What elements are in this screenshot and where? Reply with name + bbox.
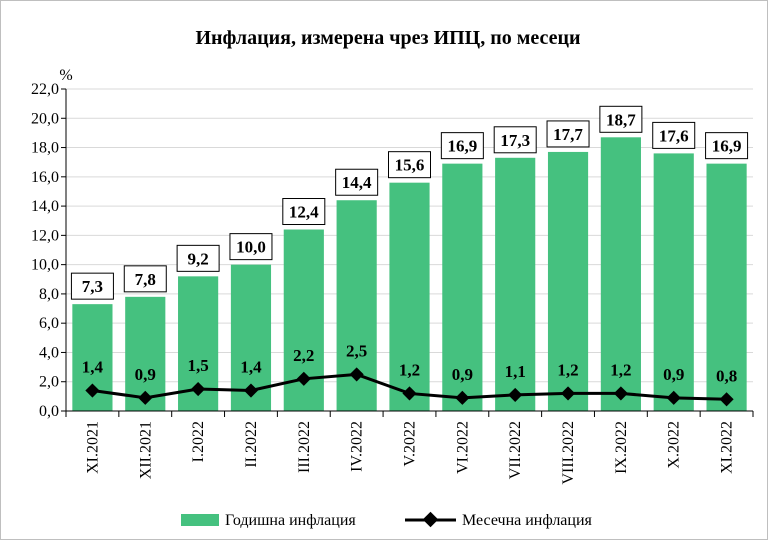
bar	[600, 137, 641, 412]
legend-line-label: Месечна инфлация	[462, 512, 593, 529]
line-point	[243, 383, 259, 398]
x-tick-label: III.2022	[296, 421, 313, 473]
line-data-labels: 1,4 0,9 1,5 1,4 2,2 2,5 1,2 0,9 1,1 1,2 1,2 0,9 0,8	[82, 341, 737, 385]
bar-label-box	[123, 265, 167, 293]
bar-label-box	[705, 132, 749, 160]
x-tick-label: VI.2022	[454, 421, 471, 474]
line-data-label: 1,5	[187, 356, 208, 375]
line-series	[85, 367, 734, 407]
y-tick-label: 20,0	[31, 110, 59, 127]
bar-data-label: 17,6	[659, 126, 689, 145]
bar-data-label: 15,6	[395, 156, 425, 175]
y-tick-label: 14,0	[31, 198, 59, 215]
x-tick-label: VIII.2022	[560, 421, 577, 485]
bar-data-label: 9,2	[187, 249, 208, 268]
line-data-label: 0,9	[452, 365, 473, 384]
bar-label-box	[282, 198, 326, 226]
line-point	[138, 390, 153, 405]
bar-data-label: 18,7	[606, 110, 636, 129]
bar-data-labels: 7,3 7,8 9,2 10,0 12,4 14,4 15,6 16,9 17,3 17,7 18,…	[70, 105, 749, 300]
bar-label-box	[440, 132, 484, 160]
bar-label-box	[335, 168, 379, 196]
y-tick-label: 18,0	[31, 140, 59, 157]
line-data-label: 1,2	[557, 360, 578, 379]
legend-bar-swatch	[181, 514, 219, 526]
bar-data-label: 7,3	[82, 277, 103, 296]
line-data-label: 2,2	[293, 346, 314, 365]
line-data-label: 1,1	[505, 362, 526, 381]
x-tick-label: XI.2022	[719, 421, 736, 474]
line-point	[666, 390, 681, 405]
y-tick-label: 2,0	[39, 374, 59, 391]
bar-label-box	[652, 121, 696, 149]
bar-data-label: 16,9	[712, 137, 742, 156]
x-tick-labels: XI.2021 XII.2021 I.2022 II.2022 III.2022 IV.2…	[84, 421, 735, 485]
bar	[442, 163, 483, 411]
bar-label-box	[229, 233, 273, 261]
bar-label-box	[388, 151, 431, 179]
bar-label-box	[493, 126, 537, 154]
y-tick-label: 8,0	[39, 286, 59, 303]
y-tick-label: 6,0	[39, 315, 59, 332]
bar	[547, 151, 589, 411]
y-tick-labels: 0,0 2,0 4,0 6,0 8,0 10,0 12,0 14,0 16,0 18,0 20,0 2…	[31, 81, 59, 420]
y-tick-label: 4,0	[39, 344, 59, 361]
x-tick-label: IV.2022	[349, 421, 366, 472]
line-point	[560, 386, 576, 401]
bar-data-label: 12,4	[289, 203, 319, 222]
y-tick-label: 12,0	[31, 227, 59, 244]
line-data-label: 0,9	[135, 365, 156, 384]
x-tick-label: XI.2021	[84, 421, 101, 474]
x-tick-label: I.2022	[190, 421, 207, 462]
bar-label-box	[599, 105, 643, 133]
line-data-label: 1,4	[82, 358, 104, 377]
bar-data-label: 16,9	[447, 137, 477, 156]
y-tick-label: 22,0	[31, 81, 59, 98]
bar-data-label: 10,0	[236, 238, 266, 257]
line-point	[455, 390, 470, 405]
line-data-label: 1,2	[610, 360, 631, 379]
bar-label-box	[176, 244, 220, 272]
line-data-label: 0,9	[663, 365, 684, 384]
bar-label-box	[70, 272, 114, 300]
y-tick-label: 10,0	[31, 257, 59, 274]
bar-data-label: 17,3	[500, 131, 530, 150]
line-data-label: 1,2	[399, 360, 420, 379]
line-point	[349, 367, 364, 382]
line-point	[719, 392, 734, 407]
bar-data-label: 7,8	[135, 270, 156, 289]
line-point	[402, 386, 417, 401]
bar	[653, 153, 694, 411]
bar-data-label: 17,7	[553, 125, 583, 144]
x-tick-label: VII.2022	[507, 421, 524, 479]
line-data-label: 0,8	[716, 366, 737, 385]
y-tick-label: 0,0	[39, 403, 59, 420]
x-tick-label: IX.2022	[613, 421, 630, 474]
line-point	[85, 383, 100, 398]
line-point	[508, 387, 523, 402]
x-tick-label: X.2022	[666, 421, 683, 469]
y-tick-label: 16,0	[31, 169, 59, 186]
line-point	[191, 381, 206, 397]
x-tick-label: V.2022	[402, 421, 419, 467]
axes	[65, 89, 754, 417]
line-data-label: 2,5	[346, 341, 367, 360]
line-point	[613, 386, 628, 401]
x-tick-label: II.2022	[243, 421, 260, 468]
bar	[706, 163, 747, 411]
bar	[389, 182, 430, 411]
chart-title: Инфлация, измерена чрез ИПЦ, по месеци	[195, 27, 580, 49]
line-data-label: 1,4	[240, 358, 262, 377]
bar-label-box	[546, 120, 590, 148]
y-axis-unit: %	[59, 67, 72, 84]
legend-bar-label: Годишна инфлация	[225, 512, 356, 529]
x-tick-label: XII.2021	[137, 421, 154, 479]
bar	[495, 157, 536, 411]
line-point	[296, 371, 311, 386]
bar-data-label: 14,4	[342, 173, 372, 192]
